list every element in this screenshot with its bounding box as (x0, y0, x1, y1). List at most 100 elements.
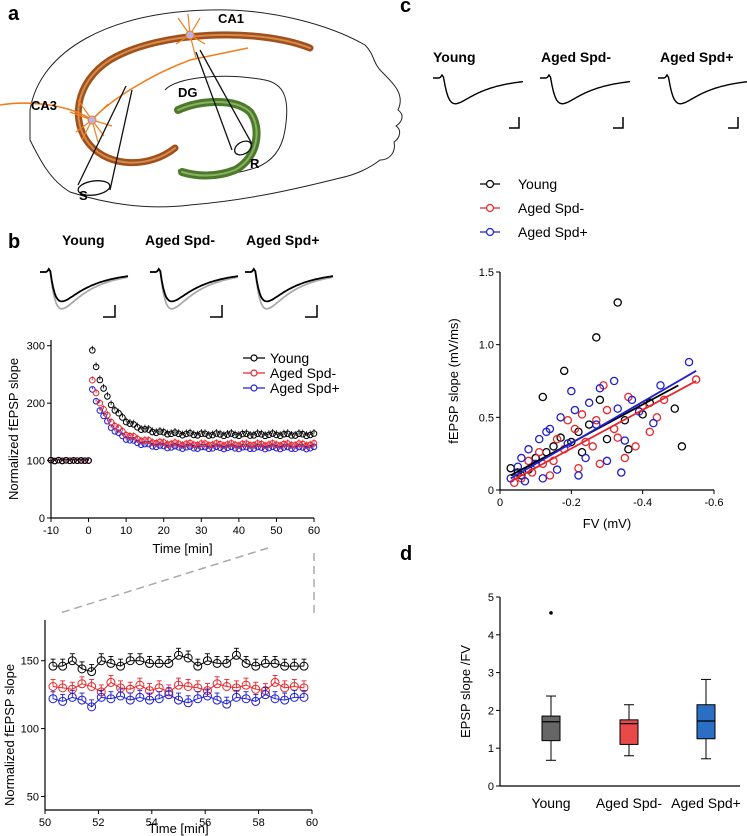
b-main-x-tick-label: 30 (195, 525, 207, 537)
b-point (77, 457, 85, 464)
b-scale-bar-young (103, 305, 116, 318)
b-zoom-point (260, 658, 270, 668)
b-point (220, 442, 228, 449)
recording-electrode (195, 49, 253, 156)
b-point (160, 439, 168, 446)
b-point (213, 440, 220, 447)
b-header-young: Young (62, 232, 105, 248)
b-point (51, 457, 59, 465)
b-point (216, 440, 224, 448)
b-point (205, 445, 213, 453)
b-point (152, 429, 160, 437)
b-point (92, 389, 100, 397)
b-zoom-point (212, 658, 222, 668)
d-y-tick-label: 4 (488, 630, 494, 642)
c-trace-spdp (658, 73, 747, 105)
b-main-y-tick-label: 100 (27, 456, 45, 468)
b-main-y-tick-label: 0 (39, 513, 45, 525)
c-scatter-point (631, 442, 640, 451)
b-zoom-point (183, 653, 193, 663)
b-point (141, 425, 149, 433)
b-point (280, 430, 288, 438)
b-zoom-point (222, 682, 232, 691)
b-zoom-point (154, 658, 164, 668)
b-point (280, 440, 288, 448)
c-scatter-point (524, 445, 533, 454)
b-point (164, 441, 171, 448)
b-point (194, 441, 201, 449)
b-zoom-point (145, 658, 155, 668)
b-zoom-point (280, 683, 290, 693)
b-point (197, 443, 205, 451)
c-scatter-point (524, 456, 533, 466)
b-main-x-tick-label: -10 (43, 525, 59, 537)
c-scatter-point (552, 465, 562, 474)
b-point (258, 431, 265, 438)
c-y-tick-label: 0.5 (479, 412, 494, 424)
d-iqr-box (696, 704, 716, 740)
b-point (201, 430, 209, 438)
c-scatter-point (506, 463, 515, 473)
b-point (152, 439, 160, 447)
b-point (231, 441, 239, 449)
b-point (246, 432, 254, 439)
b-point (303, 432, 310, 440)
b-point (265, 441, 273, 448)
b-point (250, 432, 258, 439)
c-scatter-point (670, 404, 680, 413)
b-trace-post-young (40, 267, 129, 310)
b-zoom-x-tick-label: 60 (306, 817, 318, 829)
b-point (261, 445, 269, 453)
b-zoom-point (251, 696, 261, 706)
d-y-tick-label: 2 (488, 705, 494, 717)
zoom-connector-left (59, 547, 269, 614)
c-scatter-point (513, 462, 523, 471)
c-scatter-point (534, 447, 544, 457)
d-y-tick-label: 5 (488, 592, 494, 604)
b-point (122, 436, 130, 443)
b-point (62, 456, 70, 464)
b-trace-baseline-spdp (245, 267, 334, 303)
c-scatter-point (613, 404, 622, 413)
d-y-tick-label: 1 (488, 743, 494, 755)
c-scatter-point (595, 459, 605, 469)
c-scatter-point (691, 375, 701, 384)
b-zoom-ylabel: Normalized fEPSP slope (2, 664, 17, 806)
d-outlier (549, 611, 553, 615)
c-fit-line (510, 370, 697, 480)
b-zoom-point (48, 682, 58, 691)
b-point (276, 442, 284, 449)
b-point (182, 440, 190, 448)
c-scale-bar-young (509, 117, 520, 129)
c-header-spdp: Aged Spd+ (660, 49, 734, 65)
b-point (243, 430, 250, 438)
b-zoom-xlabel: Time [min] (148, 821, 208, 836)
b-point (250, 445, 258, 452)
c-scatter-point (634, 407, 644, 416)
b-point (209, 441, 216, 449)
b-point (47, 456, 55, 464)
c-scatter-point (574, 471, 583, 480)
b-legend-marker (250, 354, 258, 362)
b-point (160, 428, 168, 436)
c-y-tick-label: 0 (488, 485, 494, 497)
c-scatter-point (556, 413, 565, 422)
ca-pyramidal-layer-inner (77, 33, 311, 164)
b-zoom-point (241, 694, 251, 704)
b-zoom-point (231, 692, 241, 702)
b-zoom-point (241, 658, 251, 668)
b-point (55, 456, 62, 464)
c-x-tick-label: 0 (497, 497, 503, 509)
b-zoom-point (135, 692, 145, 702)
b-point (96, 399, 104, 407)
panel-a-label: a (8, 3, 20, 25)
b-point (104, 393, 111, 400)
b-point (126, 420, 134, 427)
b-point (149, 439, 156, 446)
c-scatter-point (613, 433, 622, 442)
c-scatter-point (588, 442, 597, 451)
b-zoom-point (270, 694, 280, 704)
b-zoom-point (164, 658, 174, 668)
b-zoom-y-tick-label: 150 (21, 656, 39, 668)
c-header-spdm: Aged Spd- (541, 49, 611, 65)
